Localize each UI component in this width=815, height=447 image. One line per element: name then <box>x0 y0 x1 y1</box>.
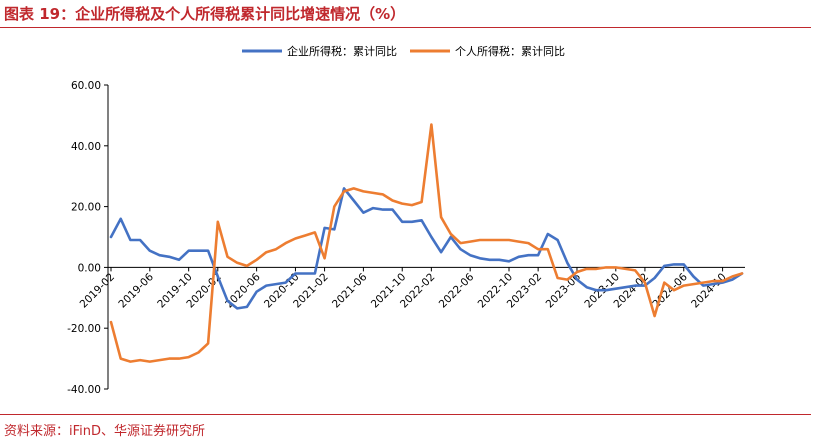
footer-rule <box>0 414 811 415</box>
y-tick-label: 40.00 <box>71 141 101 153</box>
y-tick-label: 0.00 <box>78 262 101 274</box>
series-layer <box>109 123 744 363</box>
y-tick-label: 20.00 <box>71 202 101 214</box>
x-tick-label: 2019-06 <box>116 271 156 311</box>
title-rule <box>0 27 811 28</box>
legend-label-individual: 个人所得税：累计同比 <box>455 44 565 58</box>
source-note: 资料来源：iFinD、华源证券研究所 <box>4 424 206 439</box>
x-tick-label: 2023-06 <box>544 271 584 311</box>
series-line-individual-tax <box>109 123 744 363</box>
y-tick-label: -40.00 <box>67 384 101 396</box>
y-axis: 60.00 40.00 20.00 0.00 -20.00 -40.00 <box>67 80 109 396</box>
x-tick-label: 2022-06 <box>437 271 477 311</box>
line-chart: 企业所得税：累计同比 个人所得税：累计同比 60.00 40.00 20.00 0.0… <box>67 44 745 396</box>
chart-title: 图表 19：企业所得税及个人所得税累计同比增速情况（%） <box>4 5 406 23</box>
y-tick-label: 60.00 <box>71 80 101 92</box>
x-tick-label: 2019-02 <box>78 271 118 311</box>
y-tick-label: -20.00 <box>67 323 101 335</box>
legend-label-corporate: 企业所得税：累计同比 <box>287 44 397 58</box>
legend: 企业所得税：累计同比 个人所得税：累计同比 <box>242 44 565 58</box>
series-line-corporate-tax <box>109 187 744 310</box>
x-tick-label: 2021-06 <box>330 271 370 311</box>
